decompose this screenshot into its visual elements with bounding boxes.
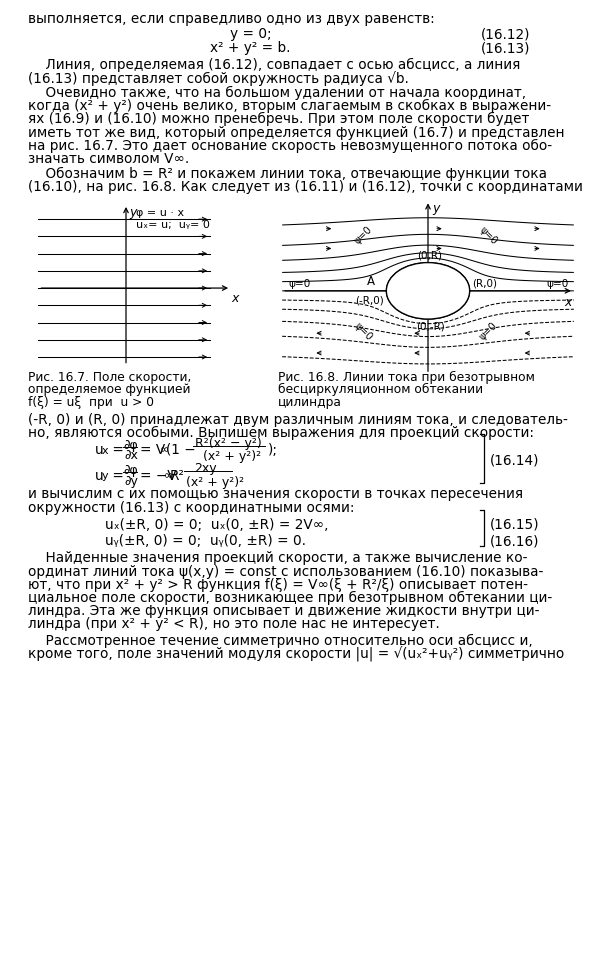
Text: = −V: = −V (140, 469, 177, 484)
Text: x: x (231, 293, 239, 305)
Text: R²: R² (170, 469, 185, 484)
Text: значать символом V∞.: значать символом V∞. (28, 152, 189, 166)
Text: ют, что при x² + y² > R функция f(ξ) = V∞(ξ + R²/ξ) описывает потен-: ют, что при x² + y² > R функция f(ξ) = V… (28, 578, 528, 591)
Text: ∞: ∞ (160, 445, 169, 455)
Text: цилиндра: цилиндра (278, 396, 342, 409)
Text: Обозначим b = R² и покажем линии тока, отвечающие функции тока: Обозначим b = R² и покажем линии тока, о… (28, 167, 547, 181)
Text: y: y (102, 471, 108, 482)
Text: кроме того, поле значений модуля скорости |u| = √(uₓ²+uᵧ²) симметрично: кроме того, поле значений модуля скорост… (28, 647, 564, 662)
Text: A: A (367, 275, 375, 288)
Text: (R,0): (R,0) (472, 278, 497, 288)
Text: ∂x: ∂x (124, 449, 138, 463)
Text: ψ=0: ψ=0 (547, 279, 569, 290)
Text: (0,R): (0,R) (418, 251, 442, 260)
Text: ∂y: ∂y (124, 475, 138, 489)
Text: (16.10), на рис. 16.8. Как следует из (16.11) и (16.12), точки с координатами: (16.10), на рис. 16.8. Как следует из (1… (28, 180, 583, 194)
Text: линдра (при x² + y² < R), но это поле нас не интересует.: линдра (при x² + y² < R), но это поле на… (28, 617, 440, 632)
Text: y: y (432, 202, 439, 215)
Text: ψ=0: ψ=0 (478, 225, 499, 246)
Text: бесциркуляционном обтекании: бесциркуляционном обтекании (278, 383, 483, 396)
Text: x: x (564, 296, 572, 309)
Text: );: ); (268, 444, 278, 458)
Text: окружности (16.13) с координатными осями:: окружности (16.13) с координатными осями… (28, 501, 355, 515)
Text: y = 0;: y = 0; (230, 27, 272, 41)
Text: и вычислим с их помощью значения скорости в точках пересечения: и вычислим с их помощью значения скорост… (28, 488, 523, 501)
Text: (16.12): (16.12) (481, 27, 530, 41)
Text: uₓ(±R, 0) = 0;  uₓ(0, ±R) = 2V∞,: uₓ(±R, 0) = 0; uₓ(0, ±R) = 2V∞, (105, 517, 329, 532)
Text: =: = (108, 444, 124, 458)
Text: x² + y² = b.: x² + y² = b. (210, 41, 290, 56)
Text: Рассмотренное течение симметрично относительно оси абсцисс и,: Рассмотренное течение симметрично относи… (28, 634, 532, 648)
Text: u: u (95, 469, 104, 484)
Text: (0,-R): (0,-R) (416, 322, 445, 332)
Text: Очевидно также, что на большом удалении от начала координат,: Очевидно также, что на большом удалении … (28, 86, 526, 100)
Text: 2xy: 2xy (194, 463, 217, 475)
Text: u: u (95, 444, 104, 458)
Text: (16.13): (16.13) (481, 41, 530, 56)
Text: (-R,0): (-R,0) (356, 296, 384, 306)
Text: Линия, определяемая (16.12), совпадает с осью абсцисс, а линия: Линия, определяемая (16.12), совпадает с… (28, 58, 520, 72)
Text: на рис. 16.7. Это дает основание скорость невозмущенного потока обо-: на рис. 16.7. Это дает основание скорост… (28, 139, 552, 153)
Text: ях (16.9) и (16.10) можно пренебречь. При этом поле скорости будет: ях (16.9) и (16.10) можно пренебречь. Пр… (28, 112, 530, 127)
Text: (x² + y²)²: (x² + y²)² (203, 450, 261, 464)
Text: ∂φ: ∂φ (123, 465, 138, 477)
Text: циальное поле скорости, возникающее при безотрывном обтекании ци-: циальное поле скорости, возникающее при … (28, 591, 552, 605)
Text: ∂φ: ∂φ (123, 439, 138, 451)
Text: f(ξ) = uξ  при  u > 0: f(ξ) = uξ при u > 0 (28, 396, 154, 409)
Text: y: y (130, 206, 137, 219)
Text: но, являются особыми. Выпишем выражения для проекций скорости:: но, являются особыми. Выпишем выражения … (28, 426, 534, 441)
Text: ∞: ∞ (164, 471, 173, 482)
Text: (16.13) представляет собой окружность радиуса √b.: (16.13) представляет собой окружность ра… (28, 71, 409, 85)
Text: ψ=0: ψ=0 (353, 225, 374, 246)
Text: Рис. 16.7. Поле скорости,: Рис. 16.7. Поле скорости, (28, 371, 191, 384)
Text: uₓ= u;  uᵧ= 0: uₓ= u; uᵧ= 0 (137, 220, 210, 230)
Circle shape (386, 263, 469, 319)
Text: иметь тот же вид, который определяется функцией (16.7) и представлен: иметь тот же вид, который определяется ф… (28, 126, 564, 139)
Text: ψ=0: ψ=0 (353, 321, 374, 343)
Text: (1 −: (1 − (166, 443, 196, 457)
Text: Найденные значения проекций скорости, а также вычисление ко-: Найденные значения проекций скорости, а … (28, 551, 528, 565)
Text: ψ=0: ψ=0 (289, 279, 310, 290)
Text: x: x (102, 445, 108, 455)
Text: R²(x² − y²): R²(x² − y²) (195, 437, 262, 449)
Text: ординат линий тока ψ(x,y) = const с использованием (16.10) показыва-: ординат линий тока ψ(x,y) = const с испо… (28, 564, 544, 579)
Text: линдра. Эта же функция описывает и движение жидкости внутри ци-: линдра. Эта же функция описывает и движе… (28, 604, 540, 618)
Text: (16.15): (16.15) (490, 517, 540, 532)
Text: (16.14): (16.14) (490, 453, 540, 468)
Text: =: = (108, 469, 124, 484)
Text: uᵧ(±R, 0) = 0;  uᵧ(0, ±R) = 0.: uᵧ(±R, 0) = 0; uᵧ(0, ±R) = 0. (105, 534, 306, 548)
Text: ψ=0: ψ=0 (478, 321, 499, 343)
Text: (16.16): (16.16) (490, 534, 540, 548)
Text: φ = u · x: φ = u · x (137, 208, 184, 218)
Text: (-R, 0) и (R, 0) принадлежат двум различным линиям тока, и следователь-: (-R, 0) и (R, 0) принадлежат двум различ… (28, 413, 568, 427)
Text: когда (x² + y²) очень велико, вторым слагаемым в скобках в выражени-: когда (x² + y²) очень велико, вторым сла… (28, 99, 551, 113)
Text: (x² + y²)²: (x² + y²)² (186, 476, 244, 490)
Text: выполняется, если справедливо одно из двух равенств:: выполняется, если справедливо одно из дв… (28, 12, 435, 26)
Text: = V: = V (140, 444, 166, 458)
Text: определяемое функцией: определяемое функцией (28, 383, 190, 396)
Text: Рис. 16.8. Линии тока при безотрывном: Рис. 16.8. Линии тока при безотрывном (278, 371, 535, 384)
